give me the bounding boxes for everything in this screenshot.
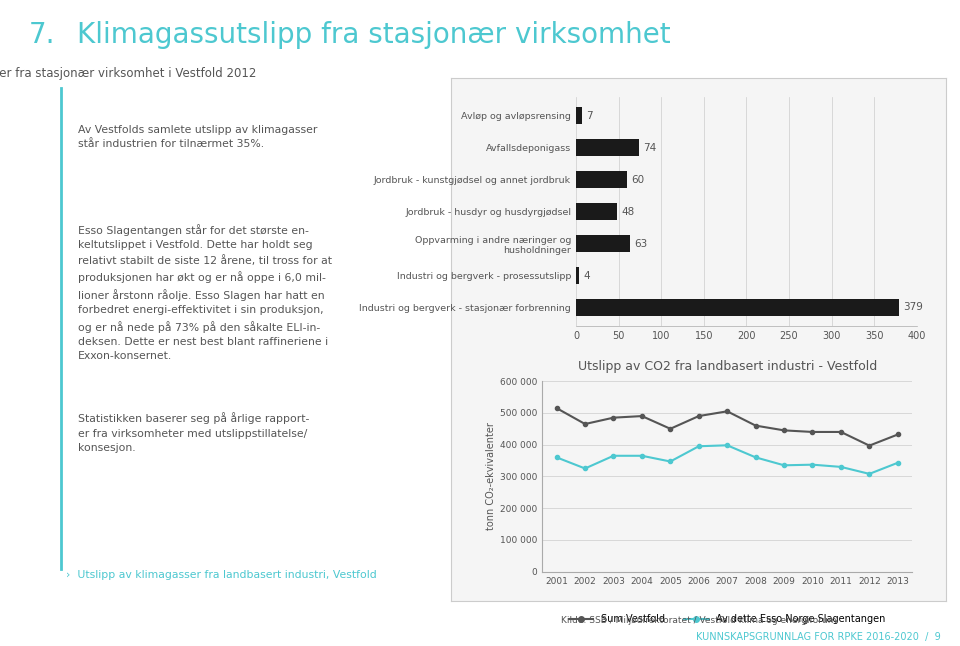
Text: Utslipp av klimagasser fra stasjonær virksomhet i Vestfold 2012: Utslipp av klimagasser fra stasjonær vir… <box>0 67 256 79</box>
Text: Kilde: SSB / Miljødirektoratet / Vestfold klima og energiforum: Kilde: SSB / Miljødirektoratet / Vestfol… <box>561 616 836 625</box>
Bar <box>576 299 899 316</box>
Text: 48: 48 <box>621 207 635 216</box>
Text: 4: 4 <box>584 271 590 280</box>
Bar <box>576 203 617 220</box>
Text: 7: 7 <box>587 110 593 121</box>
Text: Statistikken baserer seg på årlige rapport-
er fra virksomheter med utslippstill: Statistikken baserer seg på årlige rappo… <box>79 412 310 453</box>
Text: 63: 63 <box>634 238 647 249</box>
Title: Utslipp av CO2 fra landbasert industri - Vestfold: Utslipp av CO2 fra landbasert industri -… <box>578 360 876 373</box>
Bar <box>576 107 582 124</box>
Bar <box>576 171 627 188</box>
Text: ›  Utslipp av klimagasser fra landbasert industri, Vestfold: › Utslipp av klimagasser fra landbasert … <box>65 570 376 580</box>
Text: KUNNSKAPSGRUNNLAG FOR RPKE 2016-2020  /  9: KUNNSKAPSGRUNNLAG FOR RPKE 2016-2020 / 9 <box>696 632 941 642</box>
Text: 7.: 7. <box>29 21 56 49</box>
Bar <box>576 235 630 252</box>
Text: 60: 60 <box>632 174 644 185</box>
Legend: Sum Vestfold, Av dette Esso Norge Slagentangen: Sum Vestfold, Av dette Esso Norge Slagen… <box>564 610 890 628</box>
Text: Esso Slagentangen står for det største en-
keltutslippet i Vestfold. Dette har h: Esso Slagentangen står for det største e… <box>79 224 332 361</box>
Bar <box>576 140 639 156</box>
Text: Klimagassutslipp fra stasjonær virksomhet: Klimagassutslipp fra stasjonær virksomhe… <box>77 21 670 49</box>
Text: 74: 74 <box>643 143 657 152</box>
Y-axis label: tonn CO₂-ekvivalenter: tonn CO₂-ekvivalenter <box>486 422 496 530</box>
Text: 379: 379 <box>903 302 924 313</box>
Bar <box>576 267 580 284</box>
Text: Av Vestfolds samlete utslipp av klimagasser
står industrien for tilnærmet 35%.: Av Vestfolds samlete utslipp av klimagas… <box>79 125 318 149</box>
